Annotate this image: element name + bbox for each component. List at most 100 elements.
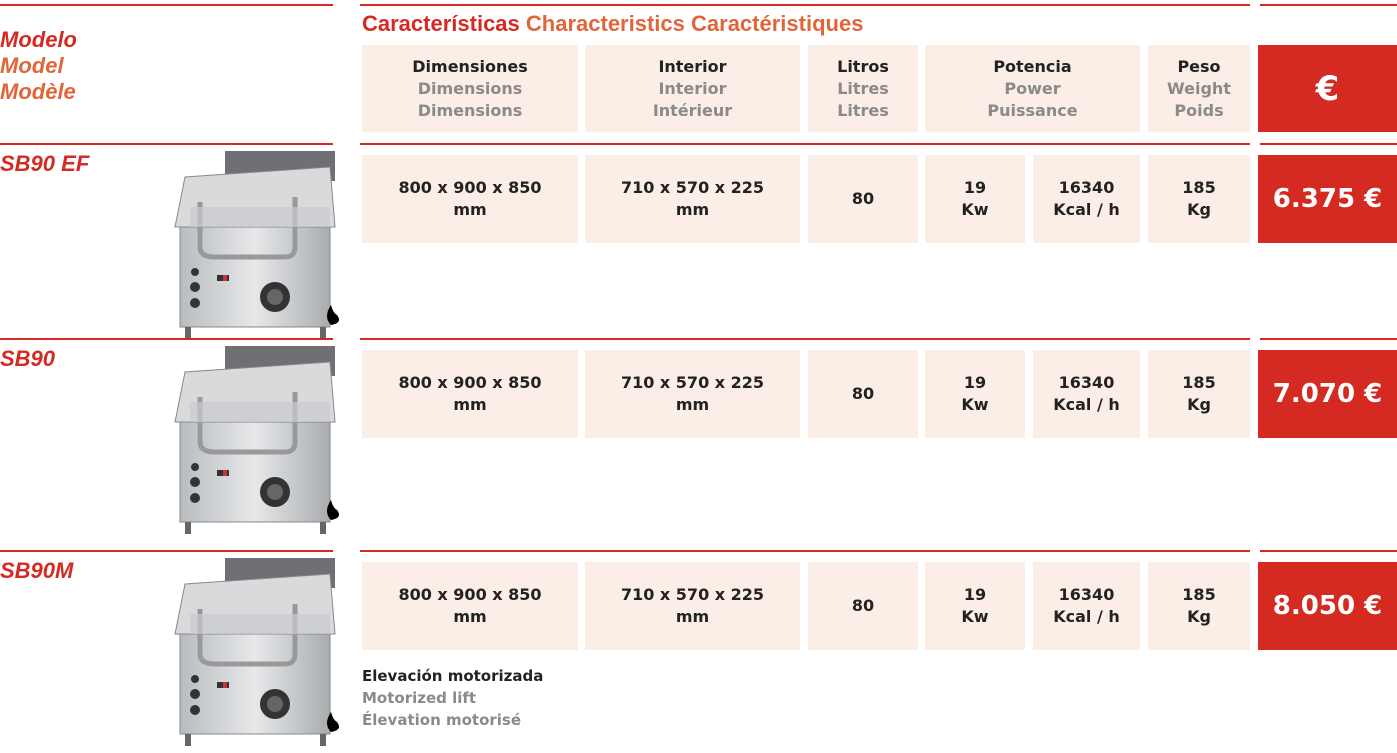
litres-cell: 80 [808, 350, 918, 438]
cell-text: 80 [851, 596, 875, 615]
cell-text: Kg [1187, 200, 1211, 219]
price-cell: 6.375 € [1258, 155, 1397, 243]
cell-text: mm [675, 395, 710, 414]
cell-text: 19 [963, 178, 987, 197]
weight-cell: 185 Kg [1148, 562, 1250, 650]
cell-text: 710 x 570 x 225 [620, 585, 765, 604]
characteristics-title: Características Characteristics Caractér… [362, 11, 863, 37]
rule [1260, 550, 1397, 552]
rule [0, 4, 333, 6]
cell-text: Power [1004, 78, 1061, 98]
product-image-wrap [145, 554, 340, 753]
cell-text: Kcal / h [1053, 607, 1120, 626]
cell-text: mm [453, 200, 487, 219]
char-es: Características [362, 11, 520, 36]
litres-cell: 80 [808, 155, 918, 243]
rule [0, 338, 333, 340]
model-en: Model [0, 53, 64, 78]
cell-text: Kcal / h [1053, 200, 1120, 219]
cell-text: Intérieur [652, 100, 733, 120]
cell-text: 710 x 570 x 225 [620, 373, 765, 392]
model-name: SB90 [0, 346, 56, 371]
price-cell: 8.050 € [1258, 562, 1397, 650]
weight-cell: 185 Kg [1148, 155, 1250, 243]
cell-text: Kw [961, 607, 989, 626]
power-kw-cell: 19 Kw [925, 350, 1025, 438]
product-image-wrap [145, 147, 340, 346]
cell-text: 80 [851, 189, 875, 208]
cell-text: Litros [837, 56, 889, 76]
model-header: Modelo Model Modèle [0, 27, 77, 105]
cell-text: Litres [837, 100, 889, 120]
cell-text: Peso [1177, 56, 1221, 76]
cell-text: 800 x 900 x 850 [398, 585, 542, 604]
product-image [174, 151, 339, 339]
rule [360, 338, 1250, 340]
rule [1260, 143, 1397, 145]
rule [0, 143, 333, 145]
model-es: Modelo [0, 27, 77, 52]
product-image-wrap [145, 342, 340, 541]
cell-text: 800 x 900 x 850 [398, 373, 542, 392]
rule [360, 550, 1250, 552]
price: 8.050 € [1272, 591, 1383, 621]
cell-text: 16340 [1058, 585, 1115, 604]
dimensions-cell: 800 x 900 x 850 mm [362, 562, 578, 650]
cell-text: Kg [1187, 607, 1211, 626]
cell-text: Potencia [993, 56, 1072, 76]
cell-text: 19 [963, 585, 987, 604]
model-fr: Modèle [0, 79, 76, 104]
cell-text: Dimensiones [412, 56, 528, 76]
price-header: € [1258, 45, 1397, 132]
cell-text: 16340 [1058, 373, 1115, 392]
cell-text: Elevación motorizada [362, 667, 544, 685]
column-header: Potencia Power Puissance [925, 45, 1140, 132]
power-kw-cell: 19 Kw [925, 562, 1025, 650]
rule [360, 4, 1250, 6]
price: 6.375 € [1272, 184, 1383, 214]
cell-text: mm [453, 395, 487, 414]
power-kw-cell: 19 Kw [925, 155, 1025, 243]
char-en: Characteristics [525, 11, 685, 36]
rule [1260, 4, 1397, 6]
cell-text: 185 [1182, 178, 1216, 197]
cell-text: mm [453, 607, 487, 626]
price-cell: 7.070 € [1258, 350, 1397, 438]
cell-text: 185 [1182, 373, 1216, 392]
cell-text: Litres [837, 78, 889, 98]
cell-text: mm [675, 607, 710, 626]
column-header: Litros Litres Litres [808, 45, 918, 132]
power-kcal-cell: 16340 Kcal / h [1033, 155, 1140, 243]
cell-text: Motorized lift [362, 689, 477, 707]
model-name: SB90M [0, 558, 74, 583]
cell-text: Kw [961, 395, 989, 414]
cell-text: 710 x 570 x 225 [620, 178, 765, 197]
cell-text: 16340 [1058, 178, 1115, 197]
char-fr: Caractéristiques [691, 11, 864, 36]
cell-text: Élevation motorisé [362, 711, 522, 729]
dimensions-cell: 800 x 900 x 850 mm [362, 155, 578, 243]
cell-text: 800 x 900 x 850 [398, 178, 542, 197]
litres-cell: 80 [808, 562, 918, 650]
column-header: Peso Weight Poids [1148, 45, 1250, 132]
cell-text: Interior [658, 78, 727, 98]
weight-cell: 185 Kg [1148, 350, 1250, 438]
cell-text: 185 [1182, 585, 1216, 604]
cell-text: Kg [1187, 395, 1211, 414]
cell-text: mm [675, 200, 710, 219]
rule [1260, 338, 1397, 340]
cell-text: 80 [851, 384, 875, 403]
price: 7.070 € [1272, 379, 1383, 409]
rule [0, 550, 333, 552]
cell-text: Puissance [987, 100, 1078, 120]
cell-text: Interior [658, 56, 727, 76]
interior-cell: 710 x 570 x 225 mm [585, 350, 800, 438]
note: Elevación motorizada Motorized lift Élevat… [362, 665, 543, 731]
cell-text: Kcal / h [1053, 395, 1120, 414]
power-kcal-cell: 16340 Kcal / h [1033, 562, 1140, 650]
column-header: Interior Interior Intérieur [585, 45, 800, 132]
interior-cell: 710 x 570 x 225 mm [585, 155, 800, 243]
cell-text: Poids [1174, 100, 1224, 120]
cell-text: 19 [963, 373, 987, 392]
